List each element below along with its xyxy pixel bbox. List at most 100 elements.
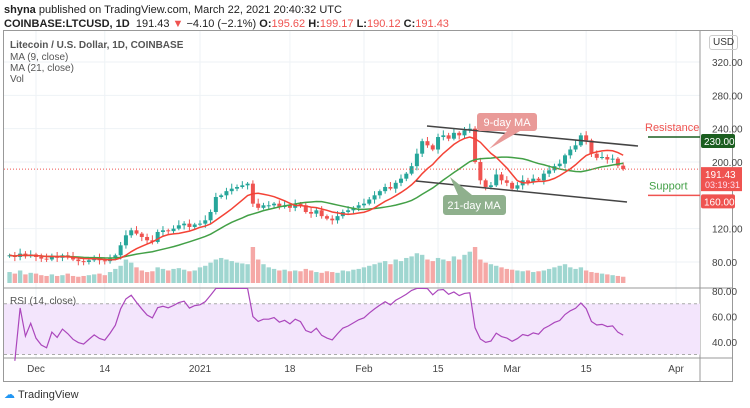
volume-bar (409, 256, 414, 283)
currency-button[interactable]: USD (709, 35, 739, 50)
candle (451, 132, 456, 139)
open: 195.62 (271, 18, 306, 30)
candle (123, 235, 128, 246)
candle (335, 216, 340, 221)
volume-bar (620, 276, 626, 283)
author[interactable]: shyna (4, 4, 36, 16)
volume-bar (361, 267, 367, 283)
candle (494, 174, 499, 186)
candle (266, 205, 271, 207)
candle (76, 259, 81, 262)
candle (81, 261, 86, 263)
candle (589, 140, 594, 154)
change: −4.10 (−2.1%) (186, 18, 257, 30)
volume-bar (65, 273, 70, 283)
candle (197, 223, 202, 225)
volume-bar (446, 261, 451, 283)
ma9-callout (477, 113, 537, 149)
candle (483, 180, 488, 187)
volume-bar (478, 259, 483, 283)
legend-vol[interactable]: Vol (10, 74, 24, 85)
high: 199.17 (319, 18, 354, 30)
volume-bar (102, 275, 107, 283)
volume-bar (12, 273, 18, 283)
candle (176, 225, 181, 229)
time-tick-label: 18 (284, 364, 296, 375)
candle (515, 185, 520, 189)
volume-bar (536, 271, 541, 283)
candle (71, 256, 76, 260)
volume-bar (568, 267, 573, 283)
volume-bar (44, 275, 49, 283)
volume-bar (414, 253, 420, 283)
volume-bar (583, 270, 589, 283)
rsi-tick-label: 40.00 (712, 338, 737, 349)
tradingview-logo[interactable]: ☁ TradingView (4, 388, 79, 402)
price-tick-label: 80.00 (712, 258, 737, 269)
candle (49, 256, 54, 260)
volume-bar (23, 274, 28, 283)
candle (171, 228, 176, 232)
candle (160, 230, 165, 232)
volume-bar (160, 268, 166, 283)
time-tick-label: Mar (503, 364, 521, 375)
legend-ma21[interactable]: MA (21, close) (10, 63, 74, 74)
volume-bar (7, 272, 12, 283)
candle (361, 203, 366, 206)
volume-bar (308, 270, 314, 283)
candle (557, 163, 562, 167)
volume-bar (377, 262, 383, 283)
candle (430, 145, 435, 150)
price-tick-label: 240.00 (712, 125, 743, 136)
legend-rsi[interactable]: RSI (14, close) (10, 296, 77, 307)
volume-bar (60, 275, 65, 283)
volume-bar (578, 267, 584, 283)
volume-bar (404, 257, 409, 283)
candle (615, 158, 620, 166)
candle (145, 236, 150, 241)
candle (473, 128, 478, 162)
symbol: COINBASE:LTCUSD, 1D (4, 18, 130, 30)
volume-bar (129, 262, 134, 283)
volume-bar (335, 272, 340, 283)
volume-bar (155, 267, 160, 283)
channel-lower-line (415, 180, 628, 203)
volume-bar (541, 270, 547, 283)
candle (187, 223, 192, 227)
candle (134, 230, 139, 234)
volume-bar (557, 265, 562, 283)
last-price-badge (701, 167, 742, 192)
candle (393, 182, 398, 189)
volume-bar (499, 267, 504, 283)
candle (272, 203, 277, 206)
legend-ma9[interactable]: MA (9, close) (10, 52, 69, 63)
price-tick-label: 200.00 (712, 158, 743, 169)
candle (203, 220, 208, 224)
volume-bar (372, 264, 377, 283)
volume-bar (467, 251, 472, 283)
countdown: 03:19:31 (705, 180, 740, 190)
volume-bar (324, 271, 330, 283)
down-arrow-icon: ▼ (172, 18, 184, 30)
volume-bar (229, 261, 234, 283)
volume-bar (504, 268, 510, 283)
candle (372, 195, 377, 200)
candle (420, 141, 425, 154)
candle (277, 203, 282, 207)
candle (377, 191, 382, 196)
candle (166, 230, 171, 232)
volume-bar (515, 270, 520, 283)
candle (39, 256, 44, 259)
volume-bar (107, 272, 113, 283)
volume-bar (594, 272, 599, 283)
volume-bar (462, 254, 467, 283)
o-label: O: (259, 18, 272, 30)
candle (367, 199, 372, 204)
volume-bar (298, 271, 303, 283)
volume-bar (17, 270, 23, 283)
price-tick-label: 120.00 (712, 225, 743, 236)
volume-bar (91, 274, 97, 283)
candle (488, 185, 493, 187)
volume-bar (76, 276, 81, 283)
